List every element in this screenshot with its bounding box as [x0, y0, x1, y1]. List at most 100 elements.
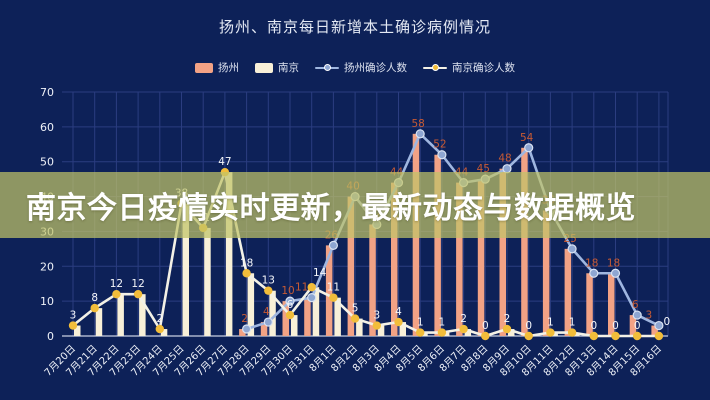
point-yangzhou-8月12日[interactable] [567, 244, 577, 254]
legend-item-2[interactable]: 扬州确诊人数 [315, 60, 407, 75]
bar-nanjing-7月28日[interactable] [247, 273, 255, 336]
point-yangzhou-8月10日[interactable] [524, 143, 534, 153]
point-nanjing-8月16日[interactable] [654, 331, 664, 341]
bar-yangzhou-8月2日[interactable] [347, 196, 355, 336]
point-yangzhou-7月28日[interactable] [242, 324, 252, 334]
legend-bar-swatch [195, 62, 213, 73]
point-yangzhou-7月30日[interactable] [285, 296, 295, 306]
bar-yangzhou-8月14日[interactable] [608, 273, 615, 336]
point-nanjing-7月29日[interactable] [264, 286, 273, 295]
label-nanjing-8月10日: 0 [525, 320, 532, 332]
bar-nanjing-8月6日[interactable] [442, 332, 450, 336]
bar-yangzhou-8月9日[interactable] [499, 168, 507, 336]
point-nanjing-8月10日[interactable] [524, 331, 533, 341]
legend-item-1[interactable]: 南京 [255, 60, 299, 75]
bar-nanjing-8月11日[interactable] [551, 332, 558, 336]
bar-yangzhou-8月7日[interactable] [456, 182, 463, 336]
news-banner: 南京今日疫情实时更新，最新动态与数据概览 [0, 172, 710, 238]
bar-nanjing-8月4日[interactable] [399, 322, 407, 336]
point-yangzhou-8月16日[interactable] [654, 320, 664, 331]
point-nanjing-7月21日[interactable] [90, 303, 99, 313]
bar-nanjing-8月1日[interactable] [334, 297, 341, 336]
point-nanjing-8月1日[interactable] [329, 293, 338, 302]
point-nanjing-8月2日[interactable] [350, 314, 360, 323]
bar-nanjing-7月22日[interactable] [117, 294, 124, 336]
bar-yangzhou-8月8日[interactable] [477, 179, 485, 336]
point-nanjing-8月3日[interactable] [372, 321, 381, 330]
point-nanjing-7月20日[interactable] [68, 321, 78, 330]
point-yangzhou-8月13日[interactable] [589, 268, 599, 278]
bar-nanjing-7月27日[interactable] [225, 172, 233, 336]
bar-yangzhou-8月3日[interactable] [369, 224, 376, 336]
legend-item-0[interactable]: 扬州 [195, 60, 239, 75]
point-yangzhou-8月1日[interactable] [328, 240, 338, 250]
bar-nanjing-8月7日[interactable] [464, 329, 472, 336]
bar-yangzhou-8月16日[interactable] [651, 325, 658, 336]
bar-yangzhou-7月31日[interactable] [304, 297, 311, 336]
y-tick-label: 0 [47, 330, 54, 343]
bar-yangzhou-7月30日[interactable] [282, 301, 290, 336]
point-yangzhou-8月15日[interactable] [632, 310, 642, 320]
bar-nanjing-8月5日[interactable] [421, 332, 428, 336]
bar-nanjing-7月30日[interactable] [291, 315, 298, 336]
point-nanjing-7月28日[interactable] [242, 269, 251, 278]
point-yangzhou-8月14日[interactable] [610, 268, 621, 278]
point-nanjing-7月31日[interactable] [307, 283, 316, 292]
point-yangzhou-7月31日[interactable] [307, 293, 317, 303]
bar-yangzhou-8月6日[interactable] [434, 154, 441, 336]
label-nanjing-8月8日: 0 [482, 320, 489, 332]
label-nanjing-7月21日: 8 [91, 292, 98, 304]
point-nanjing-8月15日[interactable] [633, 331, 642, 341]
bar-nanjing-8月9日[interactable] [508, 329, 515, 336]
bar-yangzhou-8月10日[interactable] [521, 147, 528, 336]
bar-yangzhou-8月1日[interactable] [325, 245, 333, 336]
point-nanjing-8月7日[interactable] [459, 324, 468, 334]
point-nanjing-7月23日[interactable] [133, 289, 143, 299]
point-nanjing-8月4日[interactable] [394, 317, 403, 327]
point-nanjing-8月12日[interactable] [567, 328, 577, 337]
bar-nanjing-7月29日[interactable] [269, 290, 276, 336]
point-nanjing-8月11日[interactable] [546, 328, 555, 337]
point-nanjing-7月24日[interactable] [155, 324, 164, 334]
point-yangzhou-8月6日[interactable] [437, 150, 447, 160]
point-nanjing-8月9日[interactable] [502, 324, 512, 334]
legend-item-3[interactable]: 南京确诊人数 [423, 60, 515, 75]
bar-yangzhou-8月13日[interactable] [586, 273, 593, 336]
point-nanjing-8月8日[interactable] [481, 331, 490, 341]
point-nanjing-7月22日[interactable] [112, 289, 121, 299]
legend-label: 扬州确诊人数 [344, 62, 407, 74]
bar-yangzhou-8月15日[interactable] [629, 315, 637, 336]
label-nanjing-8月1日: 11 [327, 282, 340, 294]
label-nanjing-7月27日: 47 [218, 156, 231, 168]
label-nanjing-8月16日: 0 [664, 316, 671, 328]
bar-nanjing-7月26日[interactable] [204, 227, 211, 336]
bar-nanjing-8月2日[interactable] [356, 318, 363, 336]
label-yangzhou-8月10日: 54 [520, 132, 534, 144]
bar-nanjing-8月3日[interactable] [377, 325, 385, 336]
point-nanjing-8月13日[interactable] [589, 331, 598, 341]
point-nanjing-7月30日[interactable] [285, 310, 295, 320]
bar-yangzhou-8月11日[interactable] [542, 210, 550, 336]
bar-nanjing-7月21日[interactable] [95, 308, 103, 336]
point-nanjing-8月6日[interactable] [437, 328, 447, 337]
legend-bar-swatch [255, 62, 273, 73]
point-yangzhou-8月5日[interactable] [415, 129, 425, 139]
bar-nanjing-7月20日[interactable] [74, 325, 81, 336]
label-nanjing-8月9日: 2 [504, 313, 511, 325]
bar-yangzhou-8月4日[interactable] [391, 182, 398, 336]
bar-nanjing-7月25日[interactable] [182, 203, 190, 336]
label-nanjing-7月30日: 6 [287, 299, 294, 311]
bar-nanjing-7月23日[interactable] [139, 294, 146, 336]
bar-yangzhou-8月12日[interactable] [564, 248, 572, 336]
legend-line-swatch [315, 63, 339, 73]
bar-yangzhou-7月29日[interactable] [260, 322, 268, 336]
point-yangzhou-7月29日[interactable] [263, 317, 273, 327]
point-nanjing-8月5日[interactable] [416, 328, 425, 337]
point-nanjing-8月14日[interactable] [611, 331, 620, 341]
bar-yangzhou-7月28日[interactable] [239, 329, 246, 336]
label-yangzhou-8月13日: 18 [585, 257, 598, 269]
bar-nanjing-7月24日[interactable] [160, 329, 168, 336]
bar-nanjing-7月31日[interactable] [312, 287, 320, 336]
news-banner-text: 南京今日疫情实时更新，最新动态与数据概览 [26, 191, 636, 226]
label-nanjing-7月24日: 2 [156, 313, 163, 325]
